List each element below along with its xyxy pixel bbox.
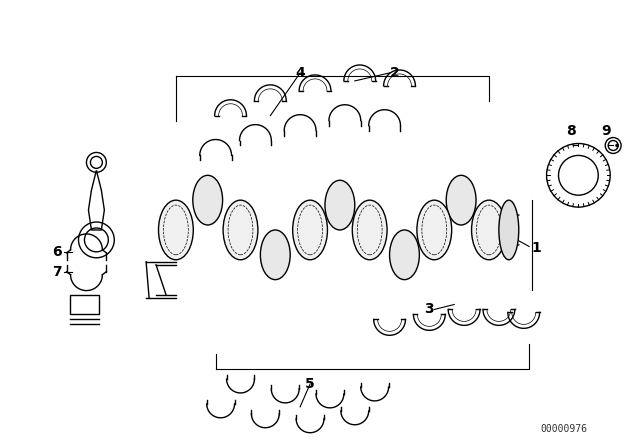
Text: 2: 2 bbox=[390, 66, 399, 80]
Ellipse shape bbox=[417, 200, 452, 260]
Ellipse shape bbox=[390, 230, 419, 280]
Bar bbox=[70, 294, 99, 314]
Text: 5: 5 bbox=[305, 377, 315, 391]
Ellipse shape bbox=[159, 200, 193, 260]
Ellipse shape bbox=[446, 175, 476, 225]
Ellipse shape bbox=[292, 200, 328, 260]
Ellipse shape bbox=[260, 230, 290, 280]
Text: 3: 3 bbox=[424, 302, 434, 316]
Text: 6: 6 bbox=[52, 245, 61, 259]
Ellipse shape bbox=[472, 200, 506, 260]
Ellipse shape bbox=[499, 200, 519, 260]
Ellipse shape bbox=[193, 175, 223, 225]
Text: 7: 7 bbox=[52, 265, 61, 279]
Text: 4: 4 bbox=[295, 66, 305, 80]
Text: 8: 8 bbox=[566, 124, 576, 138]
Ellipse shape bbox=[352, 200, 387, 260]
Ellipse shape bbox=[325, 180, 355, 230]
Text: 00000976: 00000976 bbox=[540, 424, 587, 434]
Ellipse shape bbox=[223, 200, 258, 260]
Text: 1: 1 bbox=[532, 241, 541, 255]
Circle shape bbox=[616, 144, 619, 147]
Text: 9: 9 bbox=[602, 124, 611, 138]
